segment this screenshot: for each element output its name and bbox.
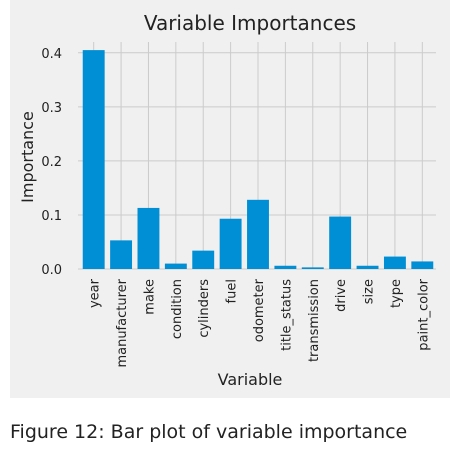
y-tick-label: 0.4 xyxy=(41,47,62,62)
x-tick-label: size xyxy=(362,279,377,304)
x-tick-label: title_status xyxy=(279,279,294,351)
x-tick-label: cylinders xyxy=(197,279,212,338)
x-tick-label: paint_color xyxy=(416,278,431,350)
bar-fuel xyxy=(220,219,242,269)
chart-title: Variable Importances xyxy=(144,11,356,35)
bar-drive xyxy=(329,217,351,269)
y-tick-label: 0.3 xyxy=(41,101,62,116)
x-tick-label: fuel xyxy=(225,279,240,303)
x-tick-label: type xyxy=(389,279,404,308)
bar-year xyxy=(83,50,105,269)
x-tick-label: manufacturer xyxy=(115,278,130,367)
bar-cylinders xyxy=(192,251,214,269)
x-tick-label: condition xyxy=(170,279,185,339)
bar-condition xyxy=(165,264,187,269)
figure-background xyxy=(10,0,450,398)
x-tick-label: odometer xyxy=(252,278,267,342)
x-axis-label: Variable xyxy=(218,370,283,389)
bar-paint-color xyxy=(411,261,433,269)
bar-chart: Variable Importances 0.0 0.1 0.2 0.3 0.4 yea… xyxy=(0,0,462,400)
y-tick-label: 0.2 xyxy=(41,155,62,170)
y-axis-label: Importance xyxy=(18,111,37,203)
bar-size xyxy=(357,266,379,269)
bar-odometer xyxy=(247,200,269,269)
x-tick-label: year xyxy=(88,278,103,308)
x-tick-label: transmission xyxy=(307,279,322,362)
y-tick-label: 0.0 xyxy=(41,263,62,278)
y-tick-label: 0.1 xyxy=(41,209,62,224)
figure-caption: Figure 12: Bar plot of variable importan… xyxy=(10,421,407,443)
x-tick-label: make xyxy=(142,279,157,315)
bar-manufacturer xyxy=(110,240,132,269)
bar-title-status xyxy=(274,266,296,269)
x-tick-label: drive xyxy=(334,279,349,312)
bar-transmission xyxy=(302,267,324,269)
bar-type xyxy=(384,257,406,269)
bar-make xyxy=(138,208,160,269)
